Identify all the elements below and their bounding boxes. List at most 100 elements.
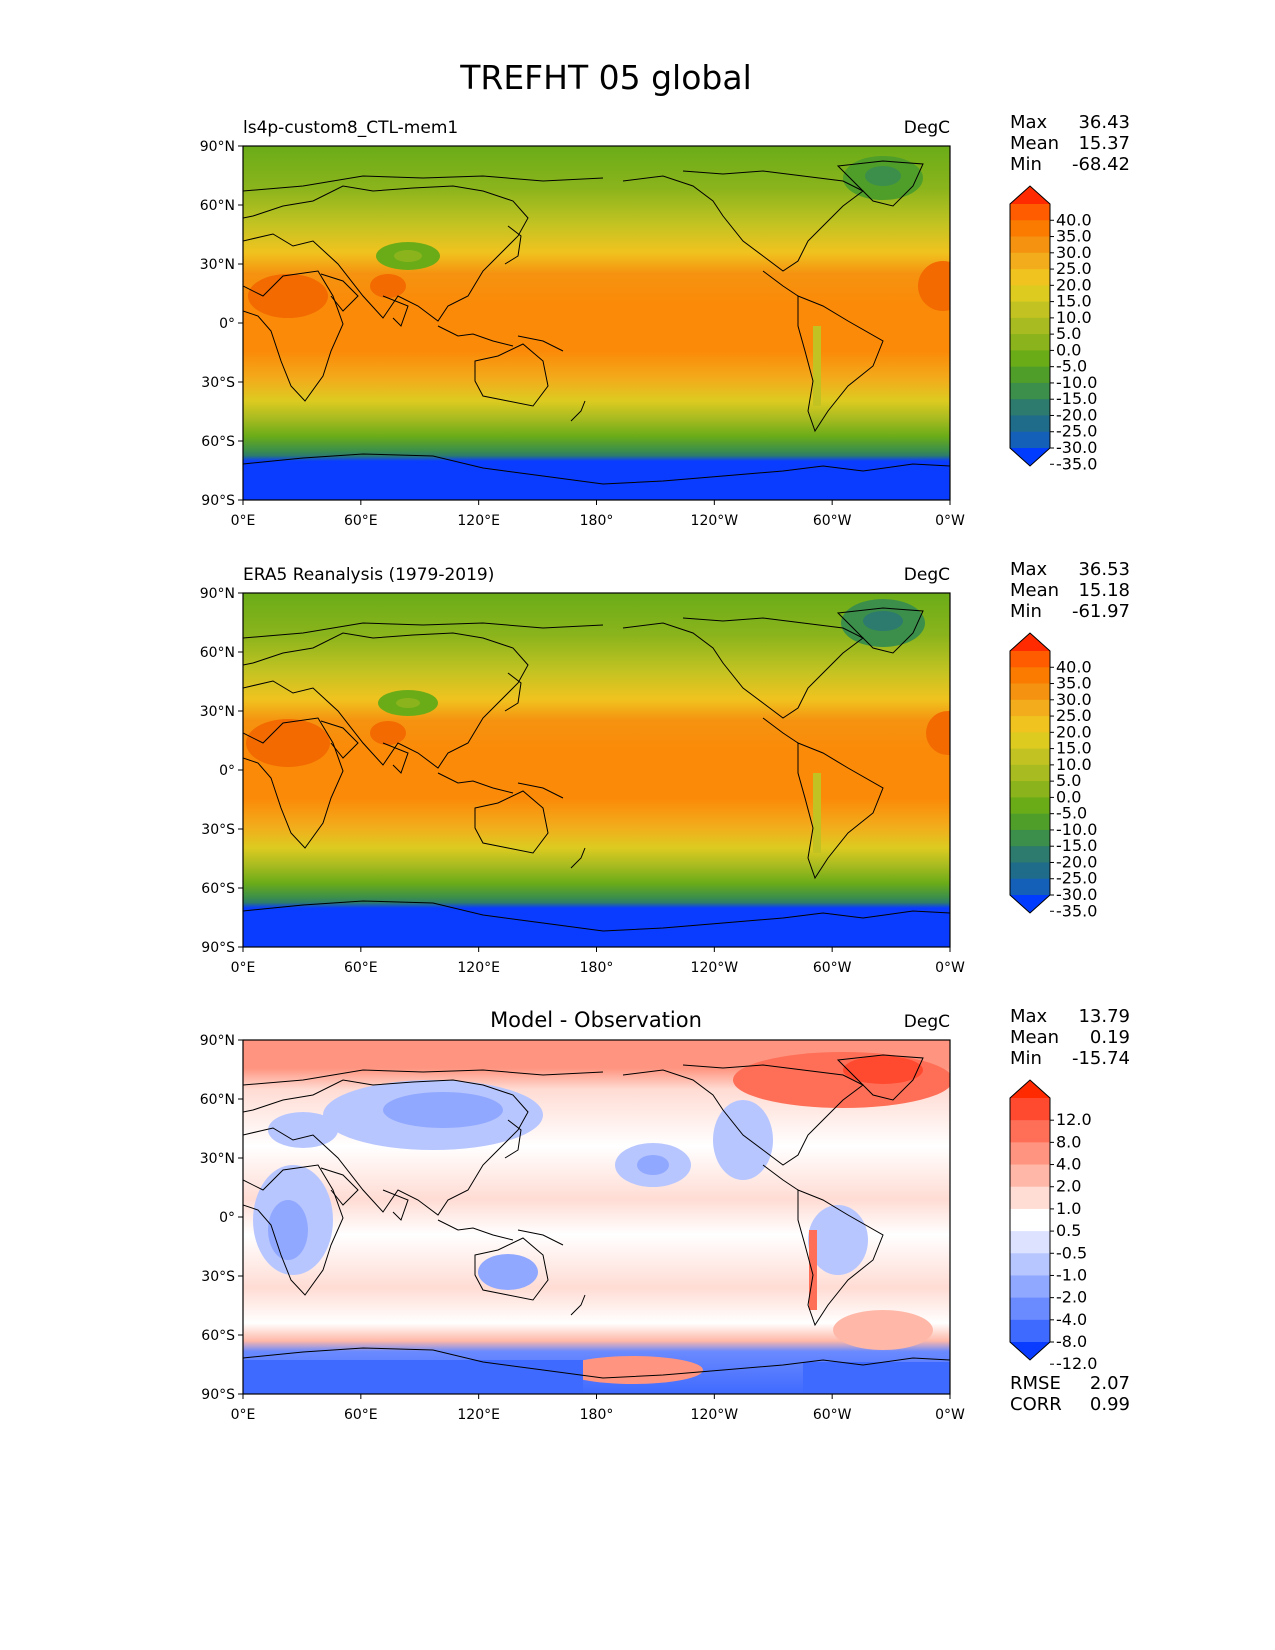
colorbar-label: 20.0 bbox=[1056, 722, 1092, 741]
lat-tick-label: 0° bbox=[219, 1210, 235, 1226]
colorbar-label: -35.0 bbox=[1056, 454, 1097, 473]
stat-label-min: Min bbox=[1010, 1048, 1042, 1069]
colorbar-swatch bbox=[1010, 382, 1050, 400]
lon-tick-label: 180° bbox=[580, 960, 614, 976]
colorbar-label: 35.0 bbox=[1056, 674, 1092, 693]
panel-units: DegC bbox=[904, 1012, 950, 1032]
lon-tick-label: 120°E bbox=[457, 1407, 500, 1423]
colorbar-swatch bbox=[1010, 204, 1050, 221]
colorbar-label: 25.0 bbox=[1056, 259, 1092, 278]
colorbar-label: -0.5 bbox=[1056, 1243, 1087, 1262]
stat-label-max: Max bbox=[1010, 112, 1048, 133]
colorbar-observation: 40.035.030.025.020.015.010.05.00.0-5.0-1… bbox=[1009, 632, 1097, 920]
panel-units: DegC bbox=[904, 565, 950, 585]
colorbar-swatch bbox=[1010, 764, 1050, 782]
lat-tick-label: 30°N bbox=[200, 1151, 235, 1167]
colorbar-swatch bbox=[1010, 732, 1050, 750]
colorbar-swatch bbox=[1010, 334, 1050, 351]
lat-tick-label: 90°S bbox=[201, 940, 235, 956]
lat-tick-label: 90°N bbox=[200, 139, 235, 155]
lat-tick-label: 30°S bbox=[201, 375, 235, 391]
corr-value: 0.99 bbox=[1090, 1394, 1130, 1415]
colorbar-swatch bbox=[1010, 1142, 1050, 1166]
colorbar-label: 30.0 bbox=[1056, 243, 1092, 262]
colorbar-swatch bbox=[1010, 1275, 1050, 1299]
lon-tick-label: 120°W bbox=[691, 960, 739, 976]
colorbar-difference: 12.0 8.0 4.0 2.0 1.0 0.5 -0.5 -1.0 -2.0 -4.0 -8.0 -… bbox=[1009, 1079, 1097, 1373]
lat-tick-label: 60°S bbox=[201, 1328, 235, 1344]
colorbar-label: 5.0 bbox=[1056, 324, 1081, 343]
stat-label-mean: Mean bbox=[1010, 580, 1059, 601]
colorbar-extend-min bbox=[1010, 448, 1050, 466]
axes-2: 90°N 60°N 30°N 0° 30°S 60°S 90°S 0°E 60°E 120°E 18… bbox=[200, 1033, 965, 1423]
skill-block: RMSE 2.07 CORR 0.99 bbox=[1010, 1373, 1130, 1415]
lat-tick-label: 0° bbox=[219, 763, 235, 779]
colorbar-swatch bbox=[1010, 651, 1050, 668]
colorbar-swatch bbox=[1010, 431, 1050, 449]
lon-tick-label: 60°W bbox=[813, 1407, 852, 1423]
stats-block: Max 36.43 Mean 15.37 Min -68.42 bbox=[1010, 112, 1130, 175]
lat-tick-label: 30°S bbox=[201, 1269, 235, 1285]
colorbar-swatch bbox=[1010, 1319, 1050, 1343]
panel-title: Model - Observation bbox=[490, 1008, 702, 1032]
colorbar-label: 35.0 bbox=[1056, 227, 1092, 246]
colorbar-swatch bbox=[1010, 301, 1050, 319]
colorbar-label: -15.0 bbox=[1056, 836, 1097, 855]
lon-tick-label: 180° bbox=[580, 1407, 614, 1423]
colorbar-extend-max bbox=[1010, 633, 1050, 651]
colorbar-swatch bbox=[1010, 1186, 1050, 1210]
colorbar-label: 2.0 bbox=[1056, 1177, 1081, 1196]
stat-value-max: 36.53 bbox=[1078, 559, 1130, 580]
colorbar-swatch bbox=[1010, 781, 1050, 798]
colorbar-label: 15.0 bbox=[1056, 292, 1092, 311]
colorbar-label: 15.0 bbox=[1056, 739, 1092, 758]
lon-tick-label: 60°W bbox=[813, 960, 852, 976]
lat-tick-label: 60°N bbox=[200, 1092, 235, 1108]
stat-label-min: Min bbox=[1010, 601, 1042, 622]
colorbar-label: -30.0 bbox=[1056, 438, 1097, 457]
colorbar-swatch bbox=[1010, 667, 1050, 685]
panel-title: ls4p-custom8_CTL-mem1 bbox=[243, 118, 458, 138]
lat-tick-label: 30°N bbox=[200, 704, 235, 720]
stats-block: Max 36.53 Mean 15.18 Min -61.97 bbox=[1010, 559, 1130, 622]
map-field bbox=[243, 146, 950, 500]
rmse-label: RMSE bbox=[1010, 1373, 1061, 1394]
colorbar-label: 40.0 bbox=[1056, 210, 1092, 229]
lon-tick-label: 120°W bbox=[691, 1407, 739, 1423]
colorbar-label: -25.0 bbox=[1056, 422, 1097, 441]
lat-tick-label: 60°S bbox=[201, 434, 235, 450]
stat-value-max: 13.79 bbox=[1078, 1006, 1130, 1027]
colorbar-swatch bbox=[1010, 1098, 1050, 1121]
colorbar-label: 4.0 bbox=[1056, 1155, 1081, 1174]
colorbar-label: -35.0 bbox=[1056, 901, 1097, 920]
colorbar-extend-max bbox=[1010, 1080, 1050, 1098]
colorbar-extend-min bbox=[1010, 1342, 1050, 1360]
colorbar-model: 40.035.030.025.020.015.010.05.00.0-5.0-1… bbox=[1009, 185, 1097, 473]
colorbar-label: -4.0 bbox=[1056, 1310, 1087, 1329]
rmse-value: 2.07 bbox=[1090, 1373, 1130, 1394]
figure-title: TREFHT 05 global bbox=[459, 58, 752, 97]
colorbar-swatch bbox=[1010, 846, 1050, 863]
colorbar-swatch bbox=[1010, 878, 1050, 896]
colorbar-label: -8.0 bbox=[1056, 1332, 1087, 1351]
stat-value-mean: 15.37 bbox=[1078, 133, 1130, 154]
colorbar-swatch bbox=[1010, 683, 1050, 701]
lat-tick-label: 0° bbox=[219, 316, 235, 332]
colorbar-swatch bbox=[1010, 748, 1050, 766]
lon-tick-label: 120°E bbox=[457, 960, 500, 976]
colorbar-label: 30.0 bbox=[1056, 690, 1092, 709]
lon-tick-label: 0°W bbox=[935, 960, 965, 976]
colorbar-label: 10.0 bbox=[1056, 755, 1092, 774]
colorbar-swatch bbox=[1010, 317, 1050, 335]
colorbar-label: -10.0 bbox=[1056, 373, 1097, 392]
colorbar-extend-max bbox=[1010, 186, 1050, 204]
colorbar-swatch bbox=[1010, 220, 1050, 238]
lon-tick-label: 60°W bbox=[813, 513, 852, 529]
colorbar-label: -20.0 bbox=[1056, 852, 1097, 871]
colorbar-swatch bbox=[1010, 699, 1050, 717]
stats-block: Max 13.79 Mean 0.19 Min -15.74 bbox=[1010, 1006, 1130, 1069]
lon-tick-label: 0°W bbox=[935, 1407, 965, 1423]
colorbar-label: -15.0 bbox=[1056, 389, 1097, 408]
colorbar-swatch bbox=[1010, 1120, 1050, 1143]
